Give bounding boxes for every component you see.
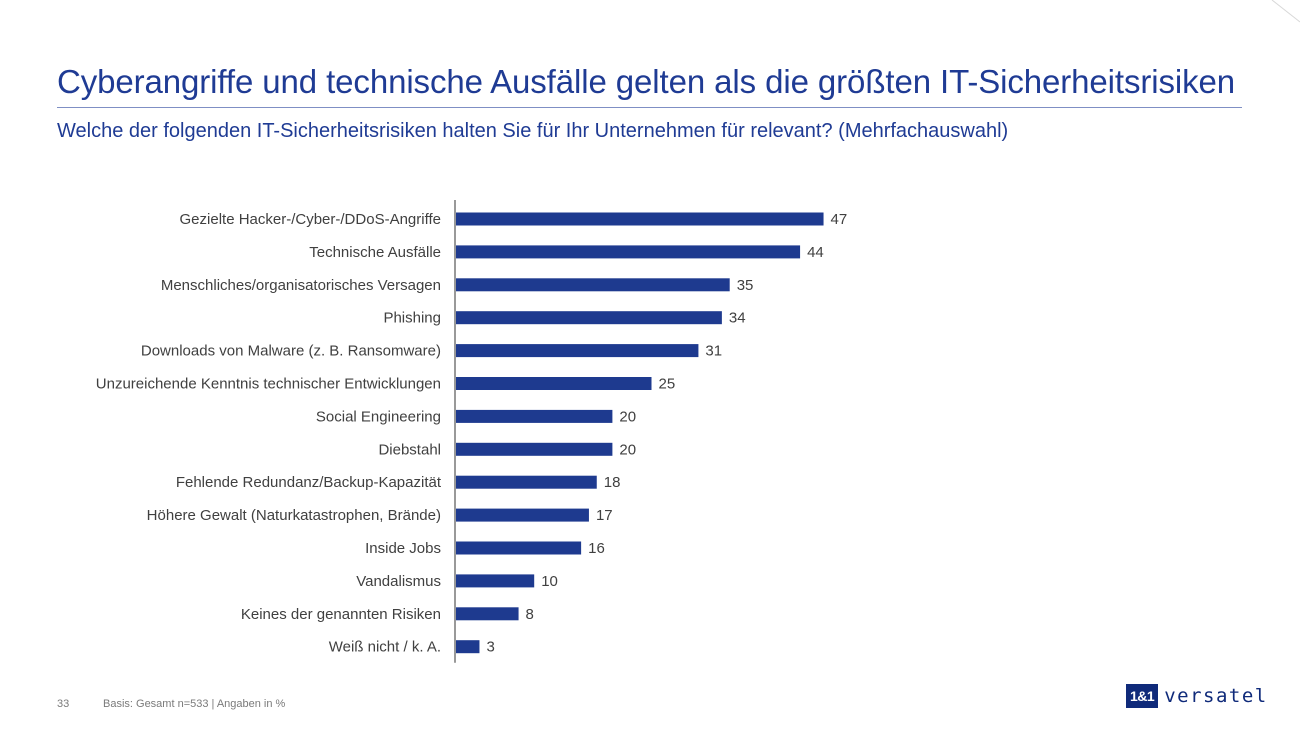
category-label: Social Engineering (316, 408, 441, 425)
category-label: Keines der genannten Risiken (241, 606, 441, 623)
bar (456, 344, 699, 358)
footer-basis-note: Basis: Gesamt n=533 | Angaben in % (103, 698, 286, 710)
data-label: 8 (526, 606, 534, 623)
category-label: Unzureichende Kenntnis technischer Entwi… (96, 376, 441, 393)
category-label: Technische Ausfälle (309, 244, 441, 261)
brand-logo: 1&1 versatel (1126, 683, 1268, 709)
data-label: 35 (737, 277, 754, 294)
bar (456, 278, 730, 292)
category-label: Downloads von Malware (z. B. Ransomware) (141, 343, 441, 360)
category-label: Höhere Gewalt (Naturkatastrophen, Brände… (147, 507, 441, 524)
bar (456, 409, 613, 423)
bar (456, 640, 480, 654)
data-label: 10 (541, 573, 558, 590)
bar-chart: Gezielte Hacker-/Cyber-/DDoS-Angriffe 47 T… (96, 200, 848, 663)
page-number: 33 (57, 698, 70, 710)
data-label: 18 (604, 474, 621, 491)
bar (456, 212, 824, 226)
page-subtitle: Welche der folgenden IT-Sicherheitsrisik… (57, 120, 1009, 142)
logo-mark: 1&1 (1126, 684, 1159, 708)
data-label: 25 (659, 376, 676, 393)
category-label: Gezielte Hacker-/Cyber-/DDoS-Angriffe (180, 211, 441, 228)
category-label: Inside Jobs (365, 540, 441, 557)
title-divider (57, 107, 1242, 108)
bar (456, 442, 613, 456)
bar (456, 574, 535, 588)
logo-wordmark: versatel (1164, 685, 1268, 707)
category-label: Weiß nicht / k. A. (329, 639, 441, 656)
data-label: 34 (729, 310, 746, 327)
bar (456, 541, 582, 555)
category-label: Fehlende Redundanz/Backup-Kapazität (176, 474, 442, 491)
bar (456, 311, 722, 325)
data-label: 3 (486, 639, 494, 656)
category-label: Vandalismus (356, 573, 441, 590)
bar (456, 607, 519, 621)
data-label: 31 (705, 343, 722, 360)
data-label: 47 (831, 211, 848, 228)
data-label: 20 (619, 441, 636, 458)
page-title: Cyberangriffe und technische Ausfälle ge… (57, 63, 1236, 100)
bar (456, 475, 597, 489)
category-label: Menschliches/organisatorisches Versagen (161, 277, 441, 294)
corner-decoration (1271, 0, 1300, 23)
data-label: 44 (807, 244, 824, 261)
bar (456, 377, 652, 390)
category-label: Phishing (383, 310, 441, 327)
data-label: 17 (596, 507, 613, 524)
data-label: 16 (588, 540, 605, 557)
bar (456, 245, 801, 259)
bar (456, 508, 589, 522)
data-label: 20 (619, 408, 636, 425)
category-label: Diebstahl (378, 441, 441, 458)
